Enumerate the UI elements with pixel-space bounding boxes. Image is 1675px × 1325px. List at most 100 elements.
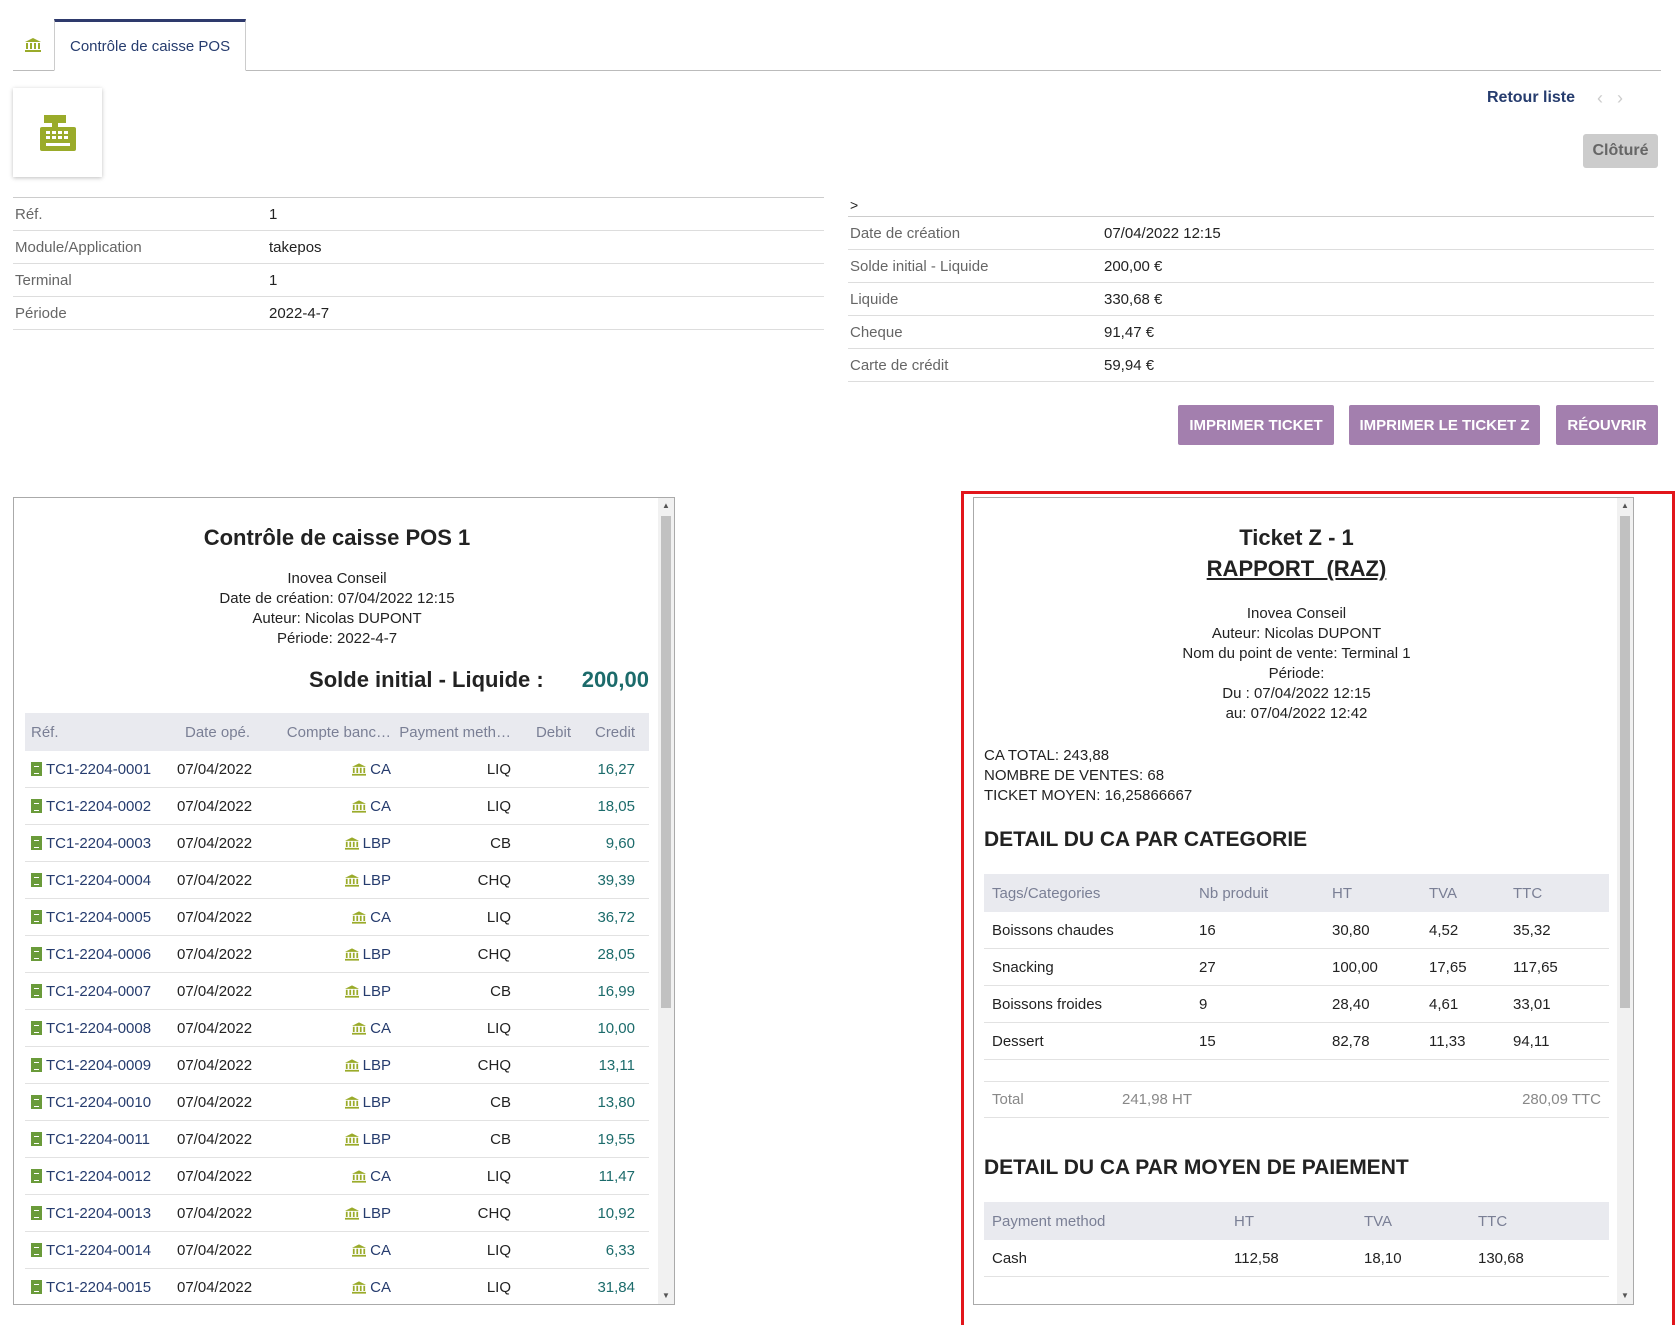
ref-link[interactable]: TC1-2204-0013 xyxy=(46,1204,152,1222)
payment-cell: CB xyxy=(490,834,511,852)
bank-account-link[interactable]: CA xyxy=(370,1278,391,1296)
info-label: Carte de crédit xyxy=(850,356,949,374)
date-cell: 07/04/2022 xyxy=(177,797,253,815)
credit-cell: 6,33 xyxy=(605,1241,635,1259)
scroll-down-icon[interactable]: ▼ xyxy=(1621,1291,1629,1300)
bank-cell: CA xyxy=(269,1168,395,1185)
document-header: Inovea Conseil Date de création: 07/04/2… xyxy=(25,569,649,649)
tva-value: 4,52 xyxy=(1429,921,1459,939)
bank-cell: LBP xyxy=(269,872,395,889)
bank-cell: LBP xyxy=(269,1205,395,1222)
info-row-created: Date de création 07/04/2022 12:15 xyxy=(848,217,1654,250)
info-row-cheque: Cheque 91,47 € xyxy=(848,316,1654,349)
period-to: au: 07/04/2022 12:42 xyxy=(1225,705,1368,722)
info-value: 07/04/2022 12:15 xyxy=(1104,224,1221,242)
period-from: Du : 07/04/2022 12:15 xyxy=(1222,685,1371,702)
tab-cash-control[interactable]: Contrôle de caisse POS xyxy=(54,19,247,71)
bank-account-link[interactable]: CA xyxy=(370,1019,391,1037)
ref-link[interactable]: TC1-2204-0006 xyxy=(46,945,152,963)
total-label: Total xyxy=(992,1091,1024,1108)
payment-method-name: Cash xyxy=(992,1249,1028,1267)
previous-arrow-icon[interactable]: ‹ xyxy=(1597,88,1617,108)
info-value: 59,94 € xyxy=(1104,356,1155,374)
ref-link[interactable]: TC1-2204-0008 xyxy=(46,1019,152,1037)
bank-account-link[interactable]: LBP xyxy=(362,834,391,852)
payment-cell: LIQ xyxy=(486,908,511,926)
status-badge: Clôturé xyxy=(1583,134,1658,168)
payment-cell: LIQ xyxy=(486,1241,511,1259)
bank-account-link[interactable]: LBP xyxy=(362,982,391,1000)
bank-account-link[interactable]: CA xyxy=(370,760,391,778)
invoice-icon xyxy=(31,836,42,850)
credit-cell: 31,84 xyxy=(597,1278,635,1296)
bank-account-link[interactable]: LBP xyxy=(362,1204,391,1222)
ref-link[interactable]: TC1-2204-0012 xyxy=(46,1167,152,1185)
bank-account-link[interactable]: LBP xyxy=(362,945,391,963)
ticket-z-frame[interactable]: Ticket Z - 1 RAPPORT (RAZ) Inovea Consei… xyxy=(973,497,1634,1305)
ref-link[interactable]: TC1-2204-0005 xyxy=(46,908,152,926)
ref-link[interactable]: TC1-2204-0007 xyxy=(46,982,152,1000)
credit-cell: 19,55 xyxy=(597,1130,635,1148)
ref-cell: TC1-2204-0008 xyxy=(25,1020,177,1037)
scroll-up-icon[interactable]: ▲ xyxy=(1621,501,1629,510)
info-table-right: > Date de création 07/04/2022 12:15 Solde… xyxy=(848,197,1654,382)
table-row: TC1-2204-0014 07/04/2022 CA LIQ 6,33 xyxy=(25,1232,649,1269)
reopen-button[interactable]: RÉOUVRIR xyxy=(1556,405,1658,445)
ref-link[interactable]: TC1-2204-0009 xyxy=(46,1056,152,1074)
print-ticket-button[interactable]: IMPRIMER TICKET xyxy=(1178,405,1334,445)
ref-link[interactable]: TC1-2204-0011 xyxy=(46,1130,150,1148)
bank-icon xyxy=(344,1206,359,1220)
credit-cell: 36,72 xyxy=(597,908,635,926)
scrollbar[interactable]: ▲ ▼ xyxy=(1617,498,1633,1304)
bank-account-link[interactable]: CA xyxy=(370,908,391,926)
table-row: TC1-2204-0010 07/04/2022 LBP CB 13,80 xyxy=(25,1084,649,1121)
bank-icon xyxy=(352,799,367,813)
ref-link[interactable]: TC1-2204-0015 xyxy=(46,1278,152,1296)
pos-name: Nom du point de vente: Terminal 1 xyxy=(1182,645,1411,662)
ref-link[interactable]: TC1-2204-0004 xyxy=(46,871,152,889)
print-ticket-z-button[interactable]: IMPRIMER LE TICKET Z xyxy=(1349,405,1540,445)
scroll-thumb[interactable] xyxy=(1620,516,1630,1008)
info-row-cash: Liquide 330,68 € xyxy=(848,283,1654,316)
ref-cell: TC1-2204-0012 xyxy=(25,1168,177,1185)
cash-control-document-frame[interactable]: Contrôle de caisse POS 1 Inovea Conseil … xyxy=(13,497,675,1305)
table-row: TC1-2204-0002 07/04/2022 CA LIQ 18,05 xyxy=(25,788,649,825)
back-to-list-link[interactable]: Retour liste xyxy=(1487,89,1576,106)
table-row: Boissons froides 9 28,40 4,61 33,01 xyxy=(984,986,1609,1023)
bank-account-link[interactable]: CA xyxy=(370,1241,391,1259)
next-arrow-icon[interactable]: › xyxy=(1617,88,1637,108)
ticket-subtitle: RAPPORT (RAZ) xyxy=(1206,556,1387,581)
date-cell: 07/04/2022 xyxy=(177,1093,253,1111)
bank-icon xyxy=(344,1095,359,1109)
table-row: TC1-2204-0005 07/04/2022 CA LIQ 36,72 xyxy=(25,899,649,936)
scrollbar[interactable]: ▲ ▼ xyxy=(658,498,674,1304)
ref-link[interactable]: TC1-2204-0010 xyxy=(46,1093,152,1111)
ref-cell: TC1-2204-0001 xyxy=(25,761,177,778)
bank-account-link[interactable]: LBP xyxy=(362,871,391,889)
scroll-up-icon[interactable]: ▲ xyxy=(662,501,670,510)
ref-link[interactable]: TC1-2204-0002 xyxy=(46,797,152,815)
table-row: Cash 112,58 18,10 130,68 xyxy=(984,1240,1609,1277)
info-prefix: > xyxy=(848,197,1654,217)
scroll-down-icon[interactable]: ▼ xyxy=(662,1291,670,1300)
bank-account-link[interactable]: CA xyxy=(370,797,391,815)
table-header: Tags/Categories Nb produit HT TVA TTC xyxy=(984,874,1609,912)
bank-account-link[interactable]: LBP xyxy=(362,1093,391,1111)
bank-account-link[interactable]: LBP xyxy=(362,1056,391,1074)
invoice-icon xyxy=(31,873,42,887)
bank-account-link[interactable]: CA xyxy=(370,1167,391,1185)
bank-account-link[interactable]: LBP xyxy=(362,1130,391,1148)
bank-home-tab[interactable] xyxy=(13,19,53,71)
payment-cell: CB xyxy=(490,1093,511,1111)
credit-cell: 16,27 xyxy=(597,760,635,778)
initial-balance-value: 200,00 xyxy=(581,667,649,692)
table-header: Réf. Date opé. Compte banc… Payment meth… xyxy=(25,713,649,751)
scroll-thumb[interactable] xyxy=(661,516,671,1008)
invoice-icon xyxy=(31,762,42,776)
ref-link[interactable]: TC1-2204-0014 xyxy=(46,1241,152,1259)
ref-link[interactable]: TC1-2204-0001 xyxy=(46,760,152,778)
table-row: TC1-2204-0011 07/04/2022 LBP CB 19,55 xyxy=(25,1121,649,1158)
bank-cell: LBP xyxy=(269,835,395,852)
info-label: Cheque xyxy=(850,323,903,341)
ref-link[interactable]: TC1-2204-0003 xyxy=(46,834,152,852)
